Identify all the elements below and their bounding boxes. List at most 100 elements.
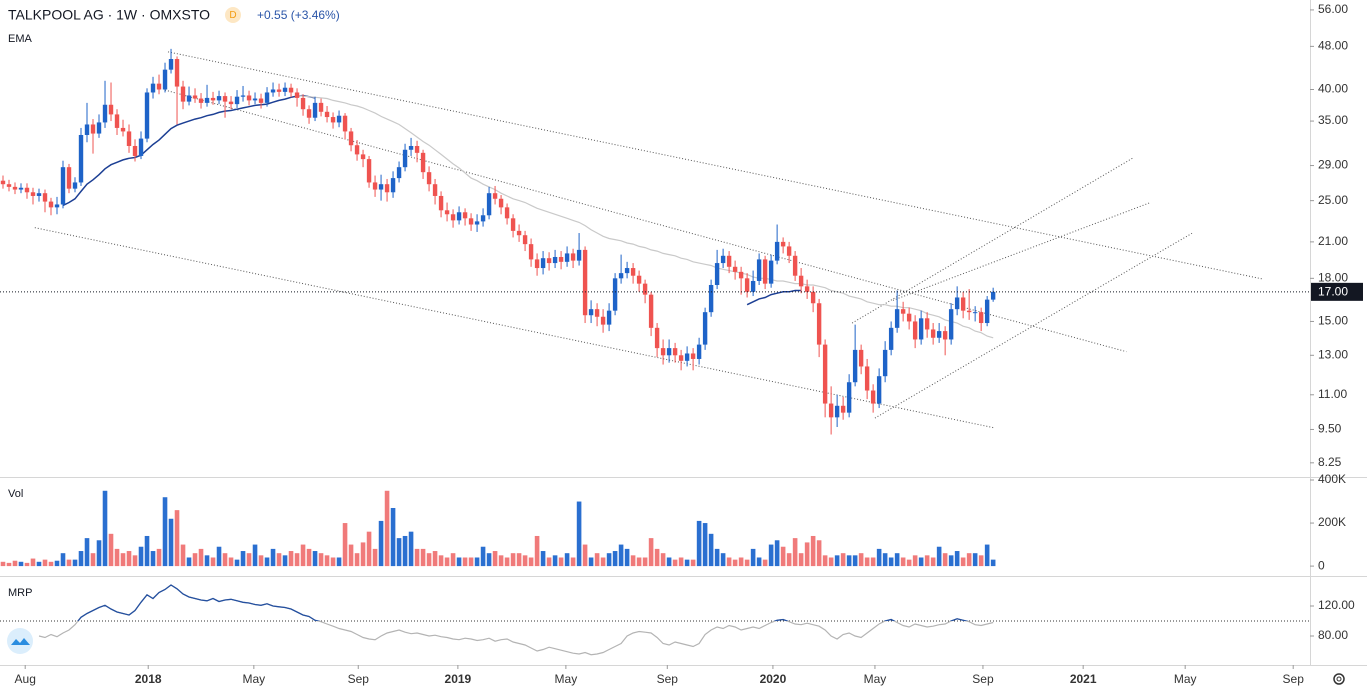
volume-bar bbox=[60, 553, 66, 567]
volume-bar bbox=[252, 544, 258, 567]
gear-core[interactable] bbox=[1336, 676, 1342, 682]
candle-body bbox=[18, 187, 24, 190]
candle-body bbox=[414, 145, 420, 153]
volume-bar bbox=[336, 557, 342, 567]
candle-body bbox=[372, 182, 378, 190]
volume-bar bbox=[960, 557, 966, 567]
candle-body bbox=[756, 259, 762, 281]
volume-bar bbox=[246, 553, 252, 567]
volume-bar bbox=[342, 523, 348, 567]
candle-body bbox=[600, 316, 606, 325]
volume-bar bbox=[828, 557, 834, 567]
x-tick-label: May bbox=[1174, 672, 1197, 686]
volume-bar bbox=[156, 548, 162, 567]
volume-bar bbox=[618, 544, 624, 567]
volume-bar bbox=[648, 538, 654, 567]
candle-body bbox=[480, 215, 486, 222]
candle-body bbox=[606, 310, 612, 325]
volume-bar bbox=[516, 553, 522, 567]
candle-body bbox=[588, 309, 594, 316]
y-tick-label: 8.25 bbox=[1318, 455, 1342, 469]
candle-body bbox=[882, 349, 888, 377]
volume-bar bbox=[30, 558, 36, 567]
candle-body bbox=[726, 255, 732, 267]
volume-bar bbox=[888, 557, 894, 567]
volume-bar bbox=[282, 555, 288, 567]
candle-body bbox=[618, 273, 624, 279]
candle-body bbox=[60, 167, 66, 205]
volume-bar bbox=[492, 551, 498, 567]
volume-bar bbox=[672, 559, 678, 567]
volume-bar bbox=[858, 553, 864, 567]
volume-bar bbox=[486, 553, 492, 567]
trend-line bbox=[851, 157, 1133, 324]
candle-body bbox=[492, 193, 498, 199]
volume-bar bbox=[402, 535, 408, 567]
y-tick-label: 80.00 bbox=[1318, 628, 1348, 642]
volume-bar bbox=[234, 559, 240, 567]
volume-bar bbox=[138, 546, 144, 567]
candle-body bbox=[282, 87, 288, 92]
candle-body bbox=[306, 109, 312, 118]
settings-icon[interactable] bbox=[1333, 673, 1345, 685]
candle-body bbox=[420, 152, 426, 173]
candle-body bbox=[822, 344, 828, 404]
y-tick-label: 13.00 bbox=[1318, 347, 1348, 361]
price-change: +0.55 (+3.46%) bbox=[257, 8, 340, 22]
candle-body bbox=[96, 122, 102, 134]
volume-bar bbox=[774, 540, 780, 567]
volume-bar bbox=[570, 557, 576, 567]
y-tick-label: 400K bbox=[1318, 472, 1346, 486]
volume-bar bbox=[366, 531, 372, 567]
candle-body bbox=[138, 138, 144, 156]
volume-bar bbox=[444, 557, 450, 567]
candle-body bbox=[288, 87, 294, 93]
candle-body bbox=[960, 297, 966, 311]
volume-bar bbox=[348, 544, 354, 567]
volume-bar bbox=[192, 553, 198, 567]
candle-body bbox=[360, 154, 366, 160]
volume-bar bbox=[132, 555, 138, 567]
badge: D bbox=[229, 10, 236, 21]
candle-body bbox=[738, 271, 744, 279]
candle-body bbox=[318, 102, 324, 112]
volume-bar bbox=[588, 557, 594, 567]
gear[interactable] bbox=[1333, 673, 1345, 685]
volume-bar bbox=[222, 553, 228, 567]
candle-body bbox=[708, 284, 714, 313]
candle-body bbox=[858, 349, 864, 367]
candle-body bbox=[462, 212, 468, 219]
candle-body bbox=[438, 195, 444, 211]
volume-bar bbox=[714, 548, 720, 567]
x-tick-label: Sep bbox=[348, 672, 370, 686]
candle-body bbox=[276, 89, 282, 92]
candle-body bbox=[336, 115, 342, 123]
candle-body bbox=[354, 145, 360, 155]
logo-wave bbox=[11, 638, 30, 645]
candle-body bbox=[234, 96, 240, 105]
volume-bar bbox=[162, 497, 168, 567]
candle-body bbox=[42, 193, 48, 202]
volume-bar bbox=[390, 507, 396, 567]
volume-bar bbox=[984, 544, 990, 567]
candle-body bbox=[690, 353, 696, 359]
candle-body bbox=[258, 98, 264, 103]
volume-bar bbox=[228, 557, 234, 567]
volume-bar bbox=[978, 555, 984, 567]
candle-body bbox=[240, 95, 246, 97]
candle-body bbox=[888, 327, 894, 350]
volume-bar bbox=[186, 557, 192, 567]
candle-body bbox=[378, 184, 384, 190]
badge-circle bbox=[225, 7, 241, 23]
candle-body bbox=[918, 318, 924, 340]
volume-bar bbox=[936, 546, 942, 567]
y-tick-label: 9.50 bbox=[1318, 422, 1342, 436]
volume-bar bbox=[990, 559, 996, 567]
candle-body bbox=[594, 309, 600, 317]
y-tick-label: 48.00 bbox=[1318, 39, 1348, 53]
volume-bar bbox=[270, 548, 276, 567]
volume-bar bbox=[324, 555, 330, 567]
volume-bar bbox=[120, 553, 126, 567]
indicator-line-above bbox=[77, 584, 969, 621]
candle-body bbox=[534, 259, 540, 269]
